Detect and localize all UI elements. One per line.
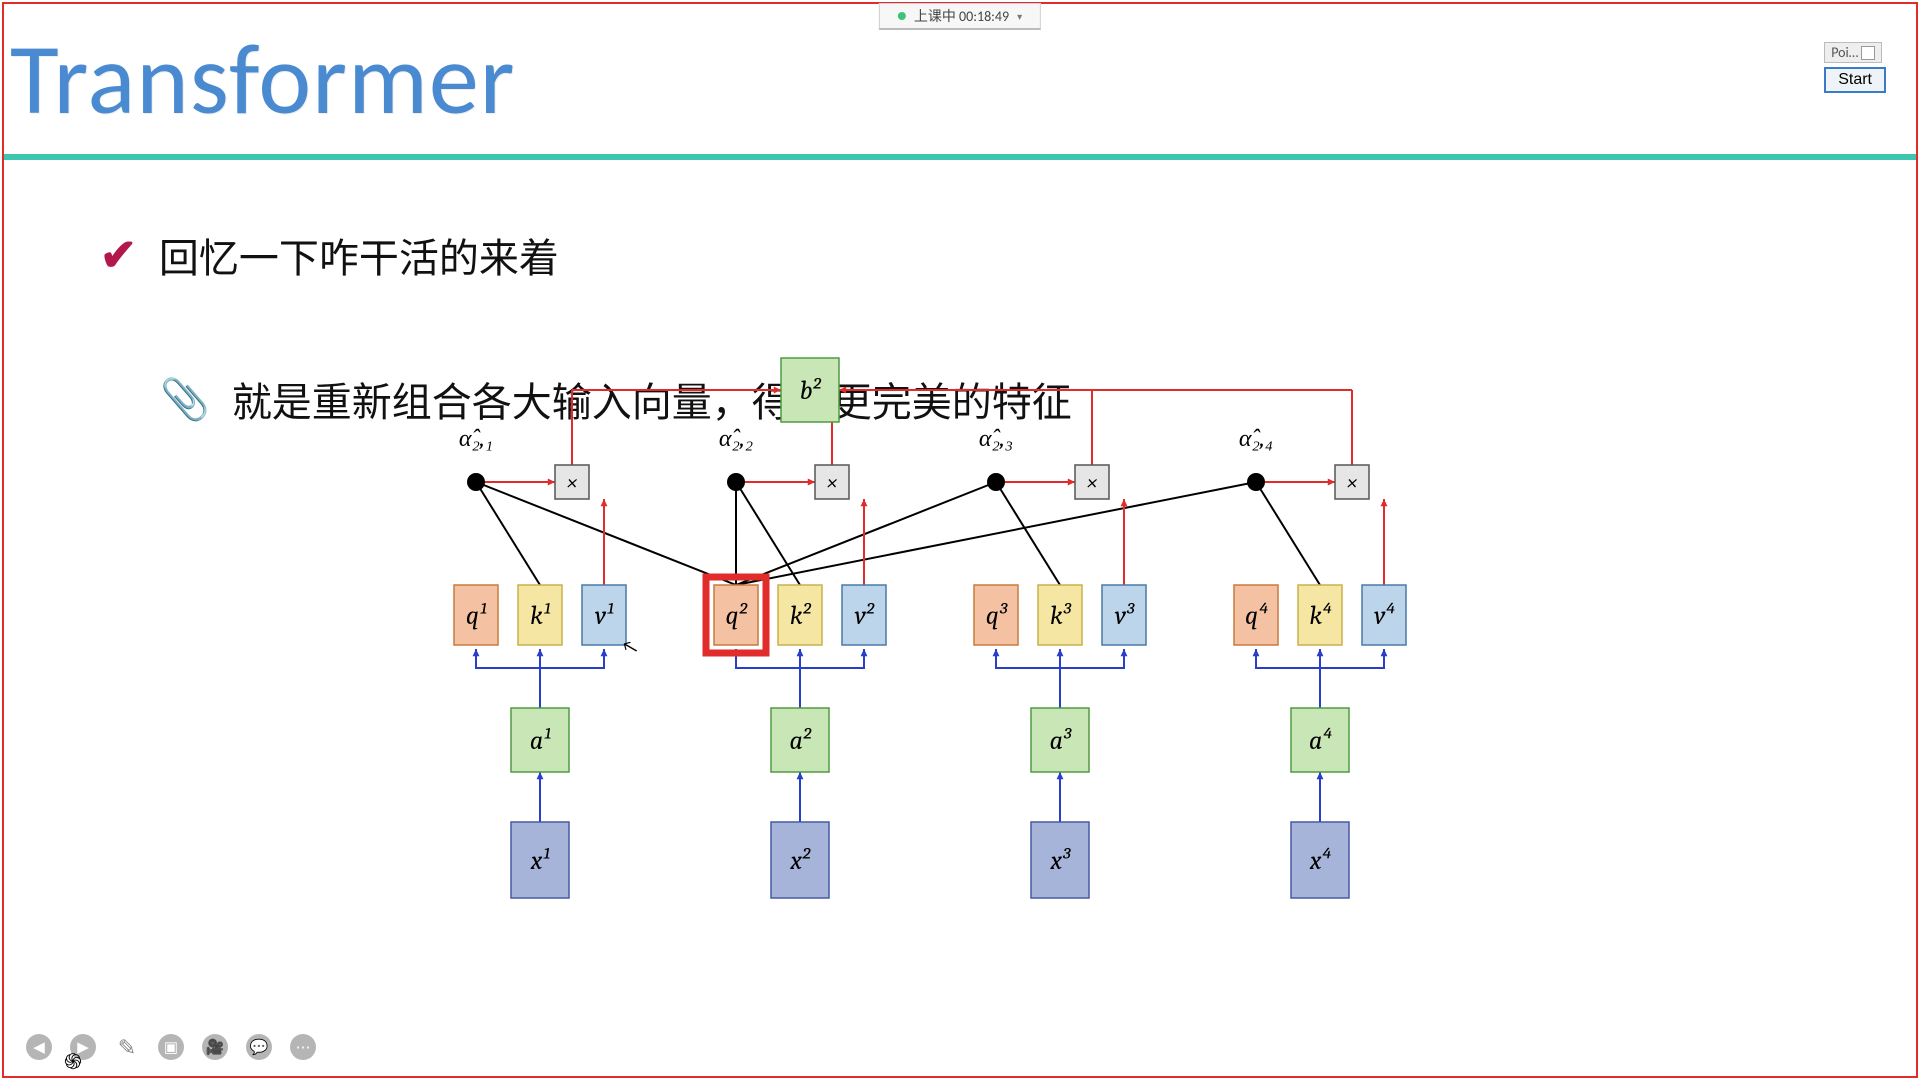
svg-text:k¹: k¹ xyxy=(530,601,551,631)
svg-text:α̂₂,₁: α̂₂,₁ xyxy=(459,424,493,452)
svg-text:v¹: v¹ xyxy=(595,601,614,631)
svg-text:α̂₂,₂: α̂₂,₂ xyxy=(719,424,753,452)
svg-text:k⁴: k⁴ xyxy=(1309,601,1332,631)
page-title: Transformer xyxy=(10,18,515,140)
svg-text:b²: b² xyxy=(800,376,822,406)
svg-text:v²: v² xyxy=(855,601,875,631)
poi-panel[interactable]: Poi… xyxy=(1824,42,1882,63)
bullet-1: ✔ 回忆一下咋干活的来着 xyxy=(100,226,559,284)
bullet-2: 📎 就是重新组合各大输入向量，得到更完美的特征 xyxy=(160,370,1072,428)
camera-icon[interactable]: 🎥 xyxy=(202,1034,228,1060)
paperclip-icon: 📎 xyxy=(160,375,210,424)
spinner-icon: ֍ xyxy=(64,1047,82,1076)
check-icon: ✔ xyxy=(100,228,137,282)
title-divider xyxy=(4,154,1916,160)
focus-icon[interactable]: ▣ xyxy=(158,1034,184,1060)
recording-dot-icon xyxy=(898,12,906,20)
attention-diagram: b²α̂₂,₁×q¹k¹v¹a¹x¹α̂₂,₂×q²k²v²a²x²α̂₂,₃×… xyxy=(490,440,1450,1060)
bullet-1-text: 回忆一下咋干活的来着 xyxy=(159,226,559,284)
pen-icon[interactable]: ✎ xyxy=(114,1034,140,1060)
svg-text:q¹: q¹ xyxy=(466,601,487,631)
poi-sub-box xyxy=(1861,46,1875,60)
svg-text:x²: x² xyxy=(789,846,811,876)
svg-text:q³: q³ xyxy=(986,601,1008,631)
svg-text:x³: x³ xyxy=(1050,846,1072,876)
svg-text:×: × xyxy=(1347,470,1358,496)
svg-text:α̂₂,₄: α̂₂,₄ xyxy=(1239,424,1273,452)
svg-text:x⁴: x⁴ xyxy=(1309,846,1332,876)
chevron-down-icon: ▾ xyxy=(1017,10,1022,23)
svg-text:α̂₂,₃: α̂₂,₃ xyxy=(979,424,1013,452)
recording-status[interactable]: 上课中 00:18:49 ▾ xyxy=(879,3,1041,30)
svg-text:a¹: a¹ xyxy=(530,726,551,756)
poi-label: Poi… xyxy=(1831,44,1858,61)
svg-text:×: × xyxy=(827,470,838,496)
svg-text:q⁴: q⁴ xyxy=(1245,601,1268,631)
start-button[interactable]: Start xyxy=(1824,67,1886,93)
bullet-2-text: 就是重新组合各大输入向量，得到更完美的特征 xyxy=(232,370,1072,428)
svg-text:×: × xyxy=(1087,470,1098,496)
prev-icon[interactable]: ◀ xyxy=(26,1034,52,1060)
svg-text:k²: k² xyxy=(790,601,812,631)
svg-text:a⁴: a⁴ xyxy=(1309,726,1332,756)
more-icon[interactable]: ⋯ xyxy=(290,1034,316,1060)
svg-text:v⁴: v⁴ xyxy=(1374,601,1395,631)
svg-text:x¹: x¹ xyxy=(530,846,551,876)
svg-text:×: × xyxy=(567,470,578,496)
svg-text:a²: a² xyxy=(790,726,812,756)
svg-text:v³: v³ xyxy=(1115,601,1135,631)
svg-text:a³: a³ xyxy=(1050,726,1072,756)
svg-text:q²: q² xyxy=(726,601,748,631)
svg-text:k³: k³ xyxy=(1050,601,1072,631)
recording-status-text: 上课中 00:18:49 xyxy=(914,6,1009,26)
comment-icon[interactable]: 💬 xyxy=(246,1034,272,1060)
